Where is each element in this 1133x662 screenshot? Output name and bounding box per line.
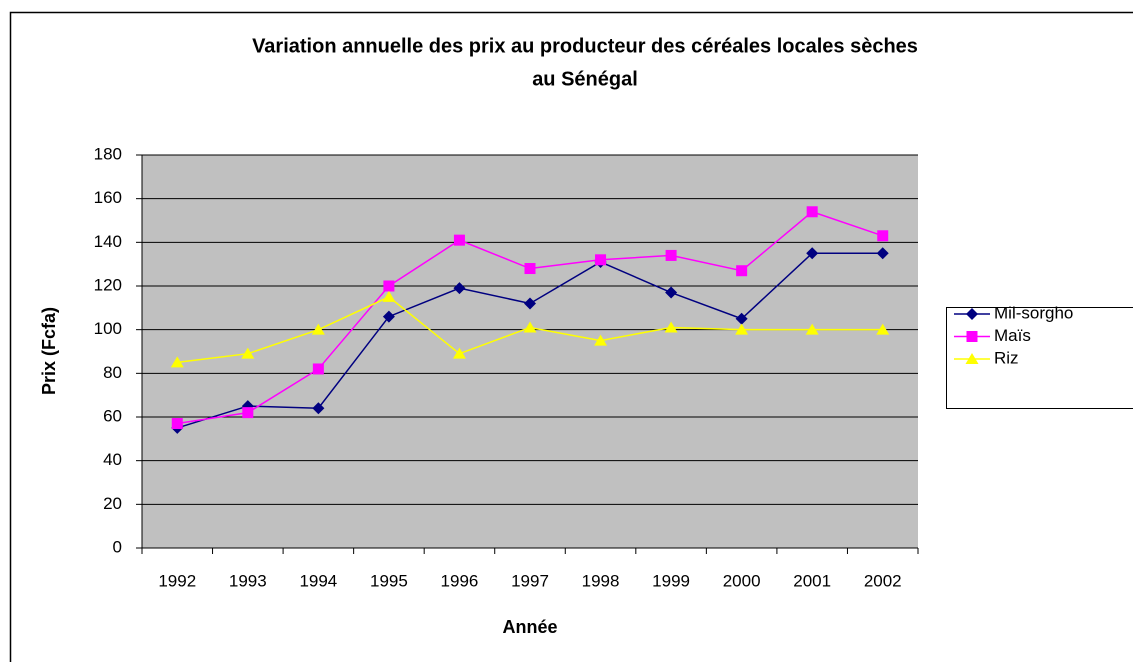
- legend-marker: [965, 353, 979, 364]
- x-tick-label: 1998: [582, 571, 620, 590]
- data-point: [876, 323, 890, 335]
- x-tick-label: 1997: [511, 571, 549, 590]
- data-point: [665, 286, 678, 299]
- x-tick-label: 1999: [652, 571, 690, 590]
- data-point: [876, 247, 889, 260]
- y-tick-label: 40: [103, 450, 122, 469]
- data-point: [806, 206, 818, 218]
- data-point: [453, 282, 466, 295]
- plot-area: [142, 155, 918, 548]
- data-point: [241, 347, 255, 359]
- x-tick-label: 1992: [158, 571, 196, 590]
- data-point: [452, 347, 466, 359]
- data-point: [312, 402, 325, 415]
- x-tick-label: 2002: [864, 571, 902, 590]
- y-tick-label: 0: [113, 537, 122, 556]
- y-tick-label: 160: [94, 188, 122, 207]
- x-tick-label: 1994: [299, 571, 337, 590]
- y-tick-label: 100: [94, 319, 122, 338]
- data-point: [806, 247, 819, 260]
- data-point: [595, 254, 607, 266]
- y-tick-label: 140: [94, 232, 122, 251]
- x-tick-label: 2000: [723, 571, 761, 590]
- data-point: [665, 249, 677, 261]
- data-point: [242, 407, 254, 419]
- data-point: [171, 418, 183, 430]
- data-point: [383, 280, 395, 292]
- legend-label: Mil-sorgho: [994, 303, 1073, 322]
- x-tick-label: 1996: [441, 571, 479, 590]
- chart-title: Variation annuelle des prix au producteu…: [252, 35, 918, 57]
- data-point: [594, 334, 608, 346]
- data-point: [170, 356, 184, 368]
- y-tick-label: 60: [103, 406, 122, 425]
- legend-label: Riz: [994, 348, 1019, 367]
- data-point: [735, 312, 748, 325]
- legend-marker: [966, 331, 978, 342]
- x-tick-label: 2001: [793, 571, 831, 590]
- legend-box: [946, 307, 1133, 409]
- y-axis-title: Prix (Fcfa): [39, 307, 59, 395]
- chart-title: au Sénégal: [532, 68, 638, 90]
- x-axis-title: Année: [502, 617, 557, 637]
- data-point: [523, 321, 537, 333]
- legend-label: Maïs: [994, 326, 1031, 345]
- x-tick-label: 1993: [229, 571, 267, 590]
- data-point: [736, 265, 748, 277]
- y-tick-label: 120: [94, 275, 122, 294]
- data-point: [877, 230, 889, 242]
- data-point: [805, 323, 819, 335]
- y-tick-label: 180: [94, 144, 122, 163]
- x-tick-label: 1995: [370, 571, 408, 590]
- data-point: [524, 297, 536, 310]
- y-tick-label: 20: [103, 494, 122, 513]
- data-point: [664, 321, 678, 333]
- data-point: [312, 363, 324, 375]
- legend-marker: [966, 308, 978, 320]
- data-point: [382, 290, 396, 302]
- y-tick-label: 80: [103, 363, 122, 382]
- data-point: [311, 323, 325, 335]
- data-point: [735, 323, 749, 335]
- data-point: [524, 263, 536, 275]
- data-point: [382, 310, 395, 323]
- data-point: [453, 234, 465, 246]
